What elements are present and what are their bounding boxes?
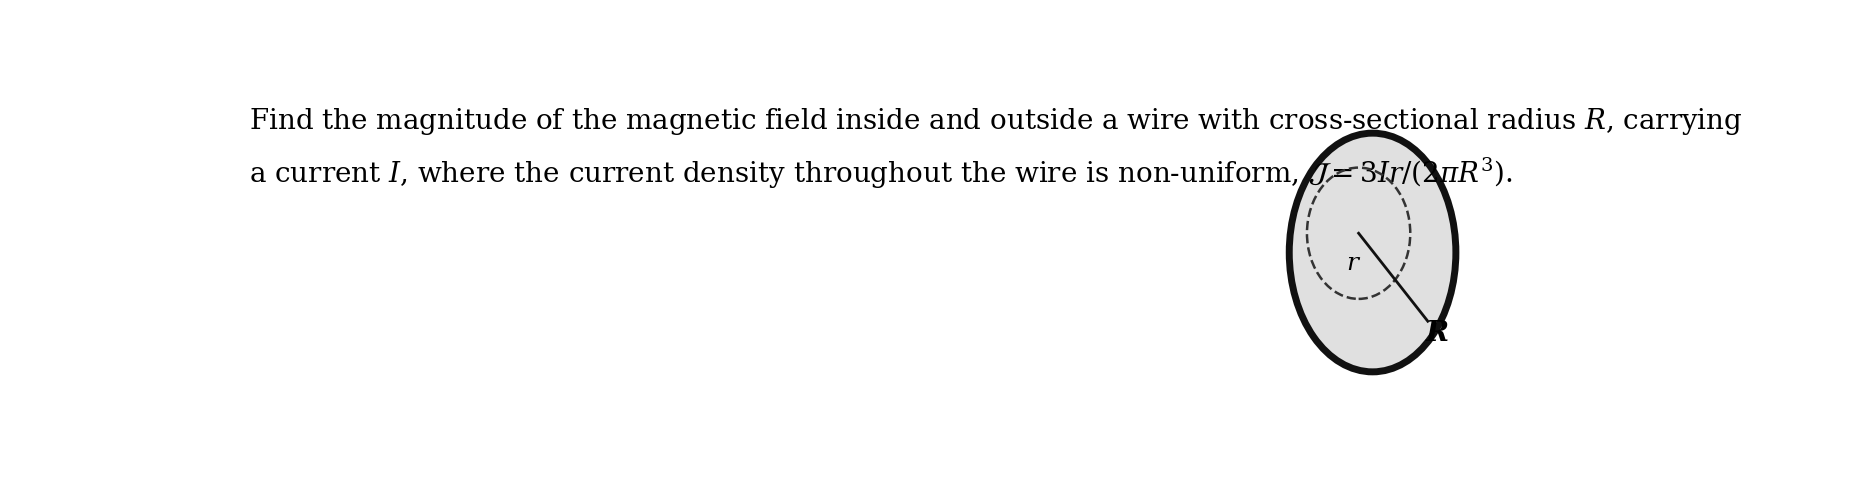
Text: Find the magnitude of the magnetic field inside and outside a wire with cross-se: Find the magnitude of the magnetic field… (248, 106, 1743, 138)
Text: R: R (1426, 320, 1448, 347)
Text: a current $I$, where the current density throughout the wire is non-uniform, $\m: a current $I$, where the current density… (248, 156, 1513, 191)
Ellipse shape (1289, 133, 1456, 372)
Text: r: r (1346, 252, 1358, 276)
